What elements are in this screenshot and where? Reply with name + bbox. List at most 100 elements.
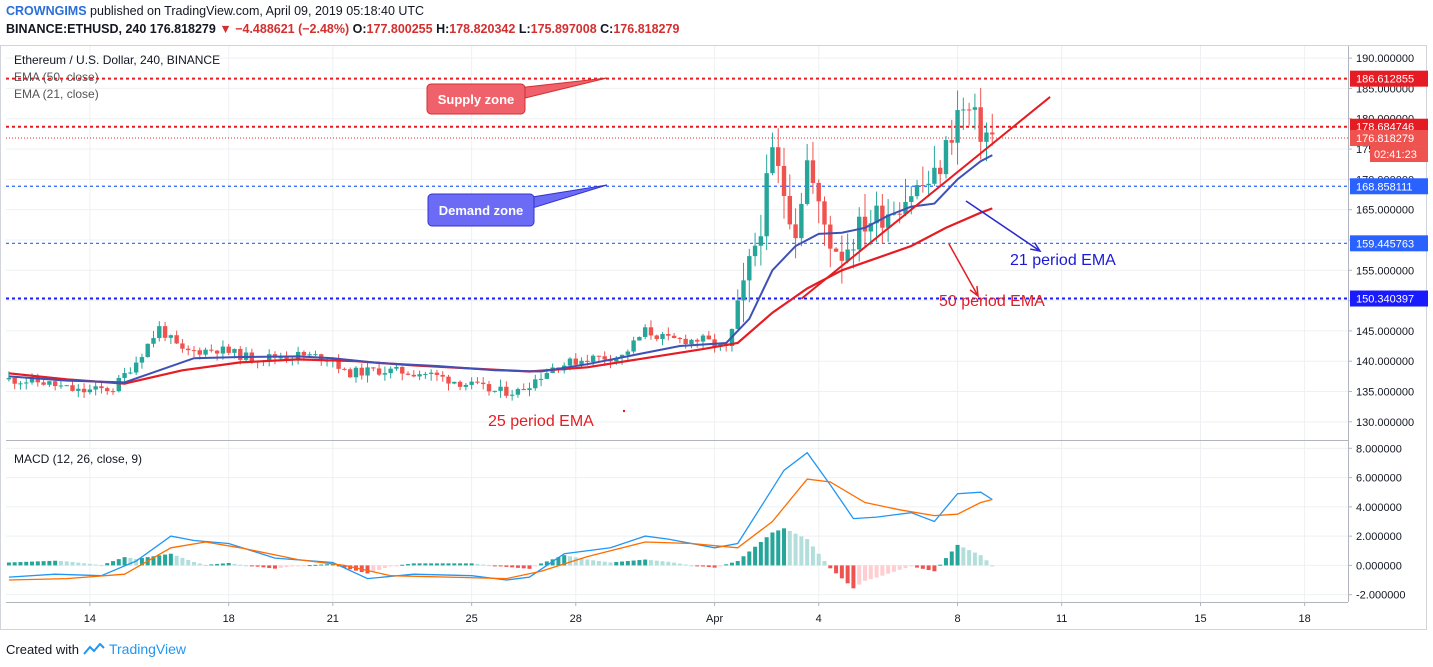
macd-histogram-bar [267, 565, 272, 568]
candle-body [833, 248, 839, 252]
candle-body [12, 377, 17, 384]
macd-histogram-bar [620, 561, 625, 566]
macd-histogram-bar [151, 556, 156, 566]
macd-histogram-bar [585, 559, 590, 566]
macd-histogram-bar [515, 565, 520, 568]
macd-histogram-bar [487, 565, 492, 567]
candle-body [81, 388, 87, 393]
candle-body [625, 351, 631, 355]
candle-body [162, 326, 168, 338]
candle-body [602, 356, 607, 360]
candle-body [440, 374, 445, 377]
macd-histogram-bar [510, 565, 515, 568]
macd-histogram-bar [562, 555, 567, 566]
candle-body [174, 335, 179, 344]
candle-body [897, 213, 902, 215]
candle-body [596, 355, 602, 357]
candle-body [880, 205, 885, 228]
ema50-arrow-line [948, 243, 979, 297]
macd-histogram-bar [839, 565, 844, 579]
demand-zone-callout-pointer [525, 184, 608, 211]
candle-body [99, 386, 104, 389]
candlestick-series [6, 88, 995, 401]
y-tick-label: 130.000000 [1356, 417, 1414, 429]
macd-histogram-bar [978, 555, 983, 566]
candle-body [446, 376, 451, 384]
last-price: 176.818279 [149, 22, 216, 36]
close-label: C: [600, 22, 614, 36]
candle-body [533, 379, 538, 389]
annotations: Ethereum / U.S. Dollar, 240, BINANCE EMA … [14, 53, 1116, 466]
candle-body [434, 372, 440, 375]
candle-body [417, 374, 422, 377]
candle-body [191, 350, 197, 352]
candle-body [845, 249, 850, 261]
macd-histogram-bar [463, 563, 468, 566]
macd-histogram-bar [492, 565, 497, 567]
macd-histogram-bar [290, 565, 295, 567]
candle-body [937, 167, 943, 175]
candle-body [295, 351, 301, 359]
chart-title: Ethereum / U.S. Dollar, 240, BINANCE [14, 53, 220, 67]
macd-histogram-bar [741, 556, 746, 566]
publisher-name[interactable]: CROWNGIMS [6, 4, 87, 18]
macd-histogram-bar [631, 560, 636, 566]
macd-histogram-bar [822, 561, 827, 566]
candle-body [197, 350, 202, 355]
macd-histogram-bar [550, 559, 555, 566]
candle-body [70, 385, 75, 391]
candle-body [365, 367, 370, 376]
candle-body [186, 348, 191, 351]
candle-body [486, 384, 492, 392]
macd-histogram-bar [122, 557, 127, 566]
macd-histogram-bar [58, 561, 63, 566]
macd-histogram-bar [955, 544, 960, 566]
candle-body [481, 382, 486, 385]
macd-histogram-bar [943, 558, 948, 566]
macd-histogram-bar [272, 565, 277, 569]
macd-histogram-bar [400, 564, 405, 566]
macd-pane [6, 451, 995, 589]
macd-histogram-bar [706, 565, 711, 568]
price-level-label: 186.612855 [1356, 74, 1414, 86]
candle-body [926, 183, 931, 186]
x-tick-label: 14 [84, 613, 96, 625]
candle-body [972, 107, 978, 110]
macd-histogram-bar [6, 562, 11, 566]
macd-histogram-bar [284, 565, 289, 568]
price-level-badge [1350, 235, 1428, 252]
macd-histogram-bar [301, 565, 306, 567]
candle-body [371, 367, 376, 369]
macd-y-tick-label: -2.000000 [1356, 590, 1406, 602]
macd-histogram-bar [579, 558, 584, 566]
x-tick-label: 15 [1194, 613, 1206, 625]
candle-body [232, 348, 237, 353]
countdown-badge [1370, 146, 1428, 163]
candle-body [984, 132, 989, 142]
candle-body [770, 147, 775, 174]
macd-histogram-bar [30, 561, 35, 566]
candle-body [157, 326, 162, 339]
candle-body [747, 256, 752, 281]
macd-histogram-bar [434, 563, 439, 566]
ema-21-line [8, 154, 993, 384]
macd-histogram-bar [920, 565, 925, 569]
marker-dot [622, 409, 626, 413]
candle-body [695, 339, 700, 342]
macd-histogram-bar [440, 563, 445, 566]
candle-body [307, 354, 312, 356]
supply-zone-callout-label: Supply zone [438, 92, 515, 107]
macd-histogram-bar [197, 563, 202, 566]
candle-body [527, 388, 532, 391]
macd-histogram-bar [648, 560, 653, 566]
candle-body [966, 109, 972, 111]
candle-body [400, 366, 405, 374]
macd-histogram-bar [203, 564, 208, 566]
candle-body [839, 251, 845, 261]
candle-body [689, 339, 694, 345]
ema-lines [8, 96, 1051, 385]
macd-histogram-bar [729, 562, 734, 566]
down-arrow-icon: ▼ [219, 22, 232, 36]
tradingview-brand[interactable]: TradingView [108, 641, 187, 657]
